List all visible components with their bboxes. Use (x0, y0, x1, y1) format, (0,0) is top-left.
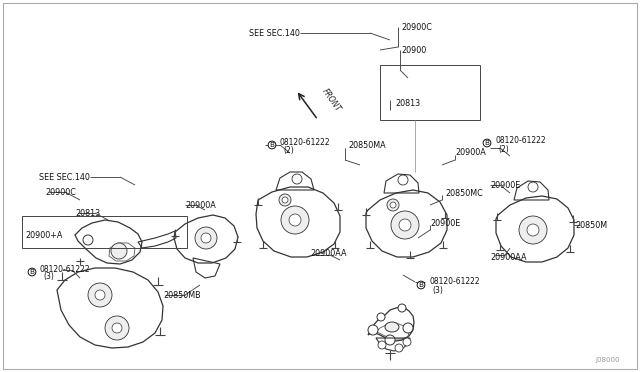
Text: 20900: 20900 (401, 45, 426, 55)
Circle shape (111, 243, 127, 259)
Circle shape (88, 283, 112, 307)
Text: B: B (419, 282, 424, 288)
Text: 08120-61222: 08120-61222 (495, 135, 546, 144)
Circle shape (95, 290, 105, 300)
Circle shape (281, 206, 309, 234)
Text: 20900C: 20900C (45, 187, 76, 196)
Text: 08120-61222: 08120-61222 (40, 264, 91, 273)
Circle shape (527, 224, 539, 236)
Text: (3): (3) (43, 273, 54, 282)
Text: J08000: J08000 (595, 357, 620, 363)
Bar (380, 65, 480, 120)
Circle shape (391, 211, 419, 239)
Text: 20813: 20813 (395, 99, 420, 108)
Text: 20900A: 20900A (455, 148, 486, 157)
Text: 20850M: 20850M (575, 221, 607, 230)
Text: 20813: 20813 (75, 208, 100, 218)
Text: 20850MA: 20850MA (348, 141, 386, 150)
Circle shape (398, 175, 408, 185)
Circle shape (282, 197, 288, 203)
Text: 20900A: 20900A (185, 201, 216, 209)
Text: 20900E: 20900E (490, 180, 520, 189)
Text: 20900C: 20900C (401, 22, 432, 32)
Circle shape (292, 174, 302, 184)
Text: (2): (2) (498, 144, 509, 154)
Text: (2): (2) (283, 145, 294, 154)
Circle shape (195, 227, 217, 249)
Text: 20850MC: 20850MC (445, 189, 483, 198)
Circle shape (528, 182, 538, 192)
Circle shape (201, 233, 211, 243)
Text: 20900AA: 20900AA (490, 253, 527, 263)
Circle shape (395, 344, 403, 352)
Text: 20900AA: 20900AA (310, 248, 346, 257)
Text: SEE SEC.140: SEE SEC.140 (249, 29, 300, 38)
Text: SEE SEC.140: SEE SEC.140 (39, 173, 90, 182)
Circle shape (398, 304, 406, 312)
Text: FRONT: FRONT (320, 87, 342, 113)
Circle shape (399, 219, 411, 231)
Bar (22, 216, 187, 248)
Text: 08120-61222: 08120-61222 (429, 278, 479, 286)
Circle shape (387, 199, 399, 211)
Circle shape (519, 216, 547, 244)
Circle shape (378, 341, 386, 349)
Text: B: B (29, 269, 35, 275)
Circle shape (403, 338, 411, 346)
Circle shape (385, 335, 395, 345)
Circle shape (403, 323, 413, 333)
Circle shape (390, 202, 396, 208)
Text: (3): (3) (432, 285, 443, 295)
Ellipse shape (385, 322, 399, 332)
Circle shape (83, 235, 93, 245)
Circle shape (279, 194, 291, 206)
Circle shape (105, 316, 129, 340)
Circle shape (368, 325, 378, 335)
Text: 08120-61222: 08120-61222 (280, 138, 331, 147)
Circle shape (289, 214, 301, 226)
Text: B: B (269, 142, 275, 148)
Circle shape (377, 313, 385, 321)
Text: 20900+A: 20900+A (25, 231, 62, 240)
Circle shape (112, 323, 122, 333)
Text: 20850MB: 20850MB (163, 291, 200, 299)
Text: B: B (484, 140, 490, 146)
Text: 20900E: 20900E (430, 218, 460, 228)
